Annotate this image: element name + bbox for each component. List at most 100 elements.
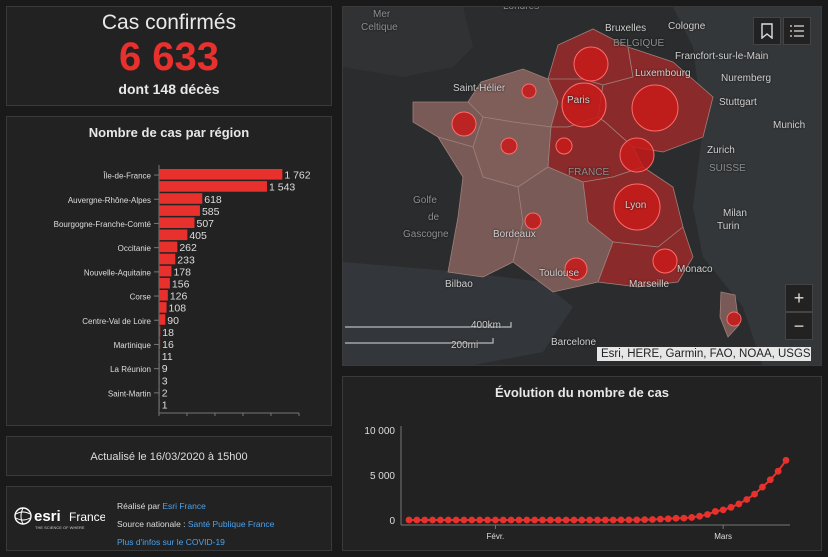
bar-value-label: 405 — [189, 230, 207, 242]
map-label: Turin — [717, 221, 740, 232]
data-point — [578, 516, 586, 524]
category-label: Île-de-France — [102, 172, 151, 181]
data-point — [704, 511, 711, 518]
y-tick-label: 0 — [389, 516, 395, 527]
map-attribution[interactable]: Esri, HERE, Garmin, FAO, NOAA, USGS — [597, 347, 811, 361]
data-point — [444, 516, 452, 524]
series-line — [409, 459, 787, 521]
data-point — [429, 516, 436, 524]
data-point — [413, 516, 421, 524]
logo-tagline: THE SCIENCE OF WHERE — [35, 525, 85, 530]
bar-value-label: 2 — [162, 387, 168, 399]
bar — [159, 193, 203, 204]
data-point — [601, 516, 609, 524]
legend-button[interactable] — [783, 17, 811, 45]
bar — [159, 265, 172, 277]
data-point — [523, 516, 531, 524]
data-point — [672, 514, 680, 522]
confirmed-title: Cas confirmés — [101, 11, 237, 34]
data-point — [656, 515, 664, 523]
category-label: Auvergne-Rhône-Alpes — [68, 196, 151, 205]
data-point — [774, 467, 782, 475]
y-tick-label: 5 000 — [370, 471, 395, 482]
data-point — [546, 516, 554, 524]
bar-value-label: 108 — [169, 303, 187, 315]
data-point — [452, 516, 460, 524]
bar — [159, 290, 168, 301]
map-label: Londres — [503, 6, 540, 12]
bar-value-label: 126 — [170, 291, 188, 303]
update-panel: Actualisé le 16/03/2020 à 15h00 — [6, 436, 332, 476]
data-point — [743, 496, 751, 503]
made-by-prefix: Réalisé par — [117, 501, 163, 511]
bar-value-label: 585 — [202, 206, 220, 218]
bookmark-button[interactable] — [753, 17, 781, 45]
data-point — [554, 516, 562, 524]
data-point — [688, 514, 696, 521]
data-point — [649, 516, 656, 523]
data-point — [766, 476, 774, 484]
x-tick-label: Févr. — [487, 532, 505, 541]
bar — [159, 362, 160, 374]
map-label: Monaco — [677, 264, 713, 275]
update-text: Actualisé le 16/03/2020 à 15h00 — [90, 451, 248, 463]
data-point — [594, 516, 601, 524]
map-label: de — [428, 212, 440, 223]
map-label: Francfort-sur-le-Main — [675, 51, 769, 62]
confirmed-panel: Cas confirmés 6 633 dont 148 décès — [6, 6, 332, 106]
sante-publique-link[interactable]: Santé Publique France — [187, 519, 275, 529]
bar-value-label: 156 — [172, 279, 190, 291]
map-label: SUISSE — [709, 163, 746, 174]
map-label: Luxembourg — [635, 68, 691, 79]
region-chart-title: Nombre de cas par région — [88, 125, 250, 140]
esri-france-link[interactable]: Esri France — [162, 501, 206, 511]
made-by-line: Réalisé par Esri France — [117, 497, 274, 515]
bar-value-label: 178 — [173, 266, 191, 278]
map-view[interactable]: Mer Celtique Londres Bruxelles Cologne BELGIQ… — [342, 6, 822, 366]
map-label: Saint-Hélier — [453, 83, 506, 94]
map-label: Cologne — [668, 21, 706, 32]
zoom-in-button[interactable]: + — [785, 284, 813, 312]
data-point — [680, 514, 688, 522]
category-label: Saint-Martin — [108, 389, 151, 398]
bar-value-label: 3 — [162, 375, 168, 387]
map-label: Golfe — [413, 195, 437, 206]
category-label: La Réunion — [110, 365, 151, 374]
trend-chart-panel: Évolution du nombre de cas 0 5 000 10 000 F… — [342, 376, 822, 551]
map-label: Nuremberg — [721, 73, 772, 84]
category-label: Occitanie — [118, 244, 152, 253]
credit-panel: esri France THE SCIENCE OF WHERE Réalisé… — [6, 486, 332, 551]
bar — [159, 350, 160, 362]
map-label: FRANCE — [568, 167, 610, 178]
map-label: Bruxelles — [605, 23, 647, 34]
bar — [159, 386, 160, 398]
data-point — [633, 516, 641, 524]
map-label: Zurich — [707, 145, 735, 156]
map-label: BELGIQUE — [613, 38, 665, 49]
bar-value-label: 1 — [162, 400, 168, 412]
map-label: Mer — [373, 9, 391, 20]
bar — [159, 205, 200, 216]
data-point — [437, 516, 444, 524]
map-label: Paris — [567, 95, 590, 106]
map-label: Gascogne — [403, 229, 449, 240]
zoom-out-button[interactable]: − — [785, 312, 813, 340]
data-point — [562, 516, 570, 524]
data-point — [499, 516, 507, 524]
category-label: Bourgogne-Franche-Comté — [54, 220, 152, 229]
bar-value-label: 90 — [167, 315, 179, 327]
data-point — [664, 515, 672, 523]
map-basemap[interactable] — [343, 7, 822, 366]
covid-info-link[interactable]: Plus d'infos sur le COVID-19 — [117, 537, 225, 547]
data-point — [641, 516, 649, 524]
info-line: Plus d'infos sur le COVID-19 — [117, 533, 274, 551]
data-point — [609, 516, 617, 524]
x-tick-label: Mars — [714, 532, 732, 541]
esri-france-logo[interactable]: esri France THE SCIENCE OF WHERE — [13, 505, 107, 531]
y-tick-label: 10 000 — [364, 426, 395, 437]
bar-value-label: 618 — [204, 194, 222, 206]
bar-value-label: 18 — [162, 327, 174, 339]
data-point — [507, 516, 515, 524]
bar — [159, 181, 268, 192]
bar-value-label: 11 — [162, 351, 173, 363]
